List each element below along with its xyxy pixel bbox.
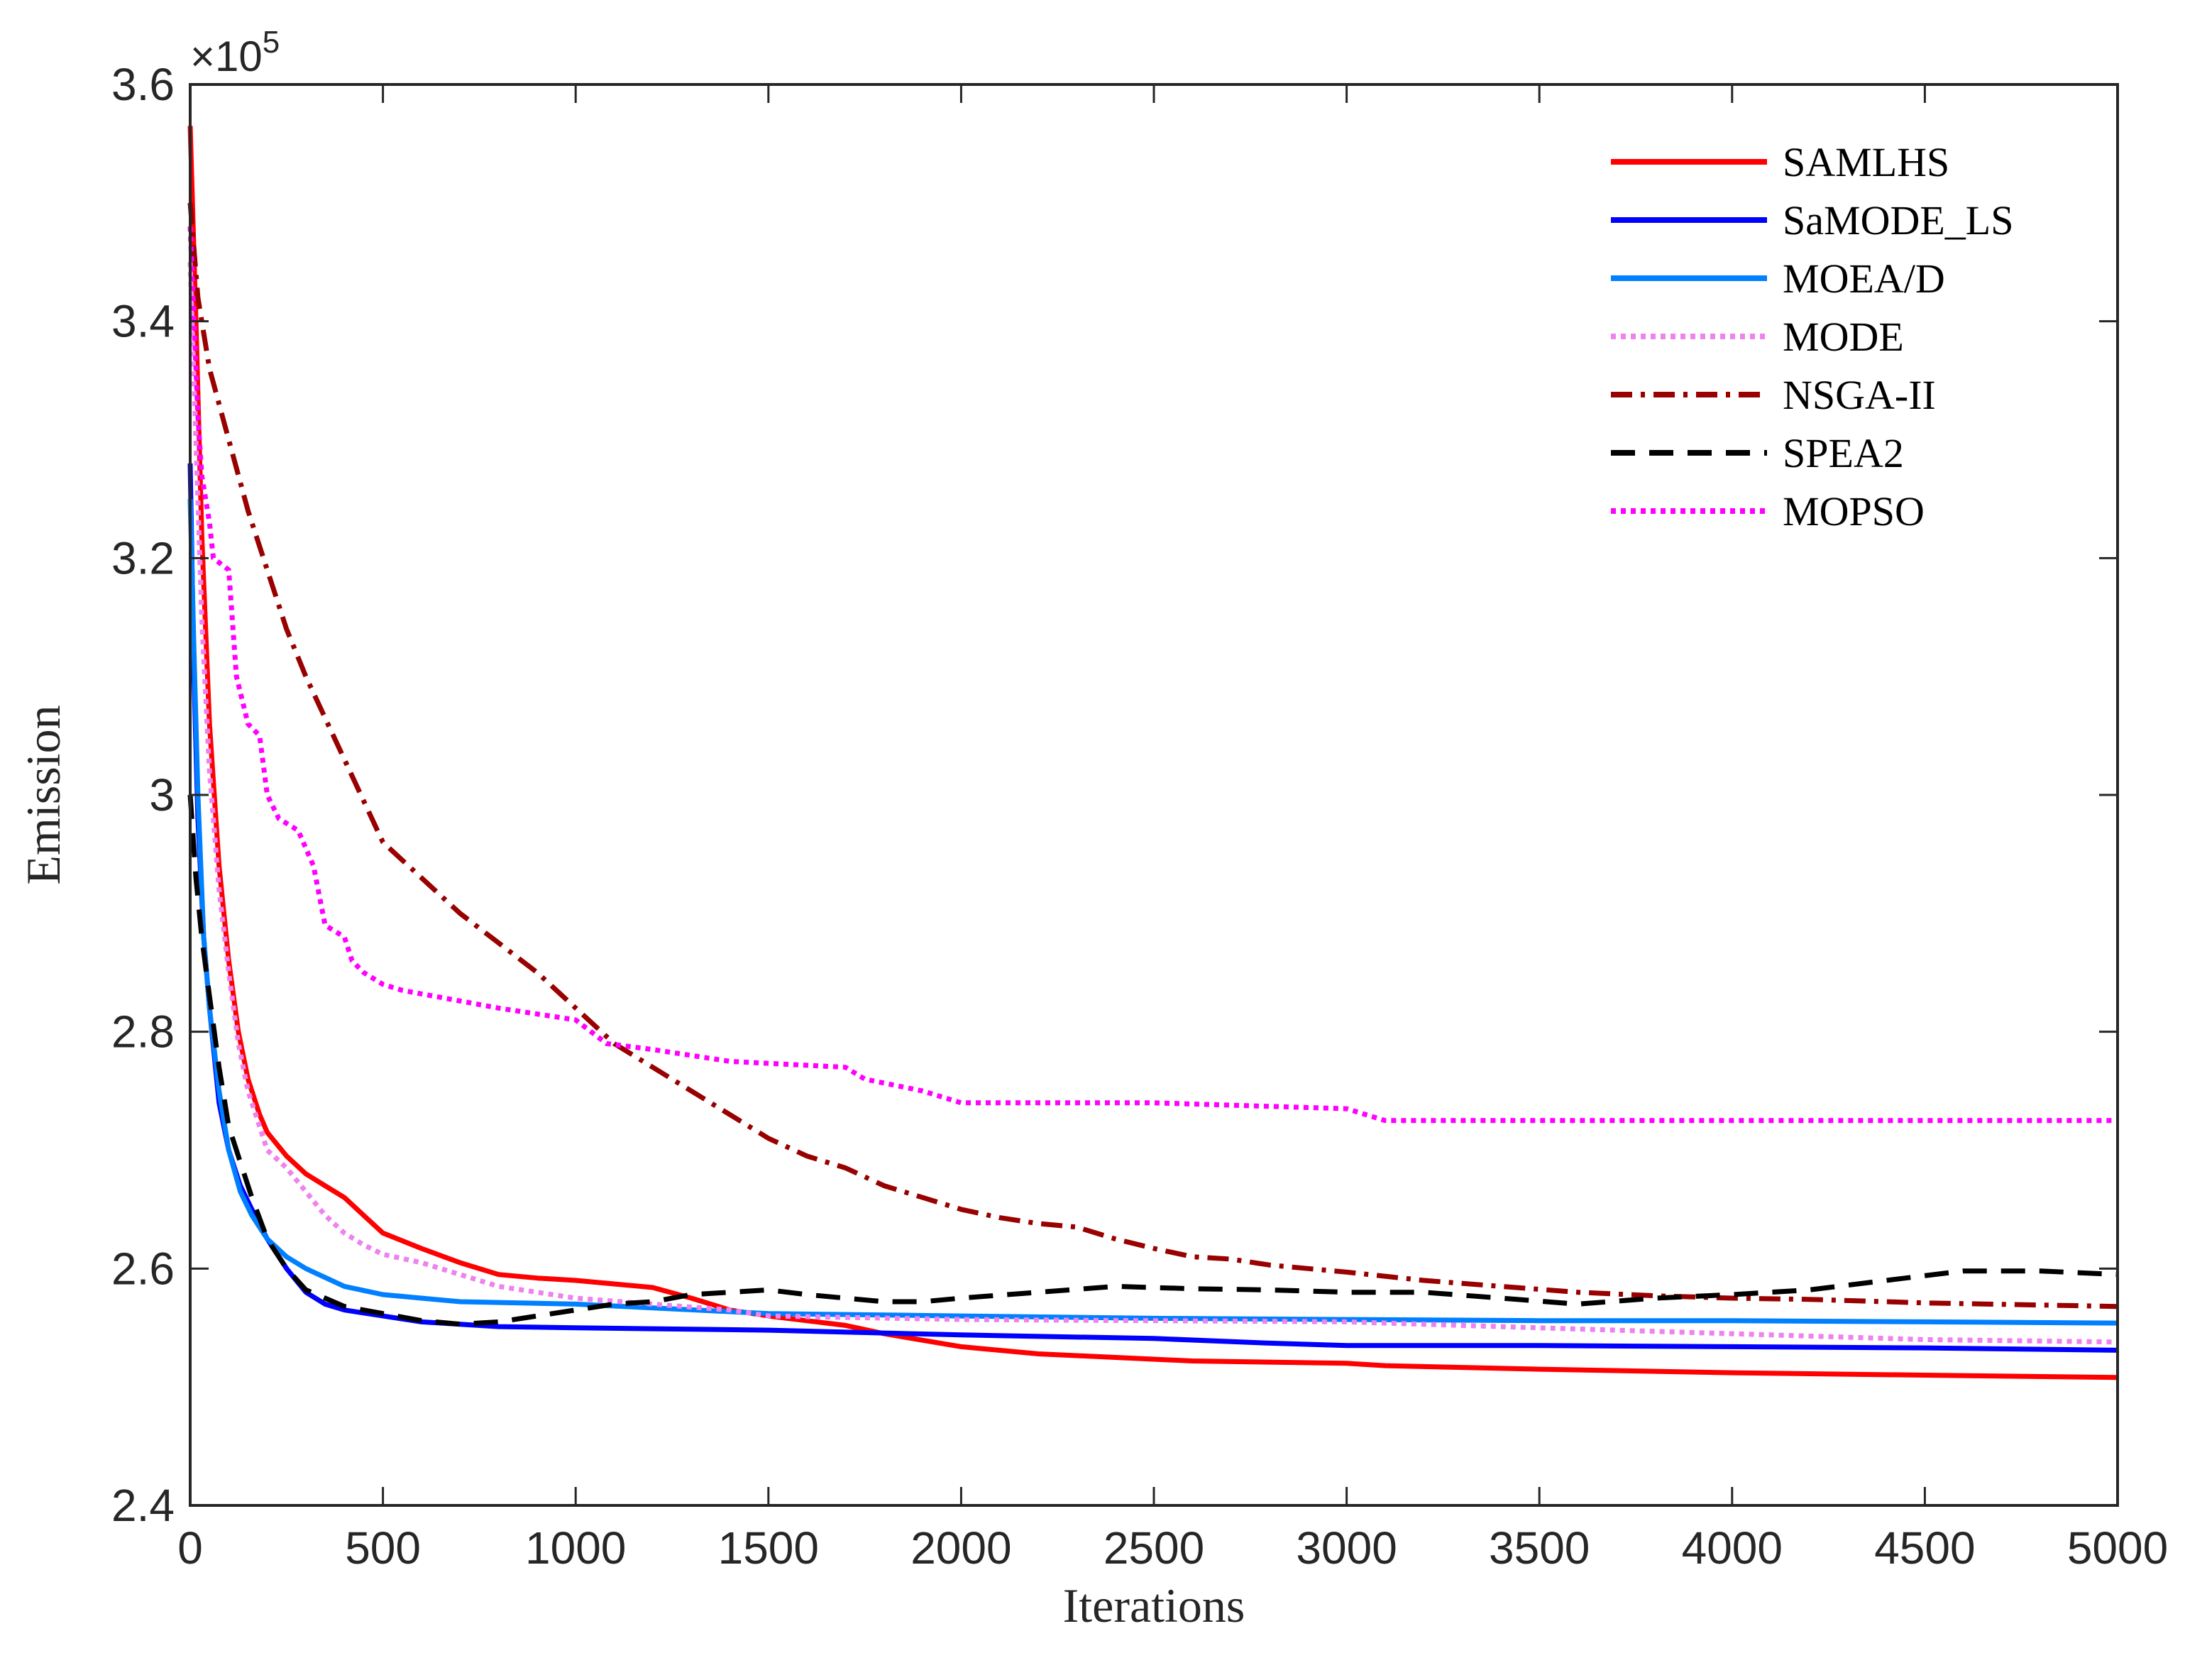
series-line-spea2 [187, 794, 2118, 1327]
x-tick-label: 4500 [1874, 1522, 1975, 1574]
x-tick-label: 2500 [1103, 1522, 1204, 1574]
y-tick-label: 3.6 [111, 59, 175, 110]
y-multiplier-label: ×105 [190, 25, 280, 80]
legend-label: SPEA2 [1783, 430, 1904, 476]
legend-label: MOEA/D [1783, 256, 1945, 302]
legend-label: MOPSO [1783, 488, 1925, 534]
legend: SAMLHS SaMODE_LS MOEA/D MODE NSGA-II SPEA2 MOP… [1611, 139, 2013, 534]
y-tick-label: 3.4 [111, 296, 175, 347]
x-tick-label: 3500 [1489, 1522, 1590, 1574]
y-tick-label: 2.4 [111, 1480, 175, 1531]
legend-label: NSGA-II [1783, 372, 1936, 418]
x-tick-label: 1000 [525, 1522, 626, 1574]
ticks-layer: 0 500 1000 1500 2000 2500 3000 3500 4000 4500 5000… [111, 59, 2168, 1574]
x-tick-label: 0 [177, 1522, 203, 1574]
x-axis-title: Iterations [1063, 1579, 1245, 1632]
x-tick-label: 3000 [1296, 1522, 1397, 1574]
x-tick-label: 2000 [910, 1522, 1011, 1574]
y-axis-title: Emission [16, 705, 70, 884]
legend-label: SAMLHS [1783, 139, 1949, 185]
legend-label: MODE [1783, 314, 1904, 360]
y-tick-label: 3 [149, 769, 175, 820]
y-tick-label: 3.2 [111, 532, 175, 583]
x-tick-label: 4000 [1682, 1522, 1783, 1574]
x-tick-label: 5000 [2067, 1522, 2168, 1574]
x-tick-label: 1500 [718, 1522, 819, 1574]
y-tick-label: 2.6 [111, 1243, 175, 1294]
legend-label: SaMODE_LS [1783, 197, 2013, 243]
series-line-nsga-ii [187, 202, 2118, 1310]
series-line-mopso [187, 226, 2118, 1124]
series-layer [187, 126, 2118, 1380]
series-line-mode [187, 262, 2118, 1345]
y-tick-label: 2.8 [111, 1006, 175, 1058]
x-tick-label: 500 [345, 1522, 421, 1574]
